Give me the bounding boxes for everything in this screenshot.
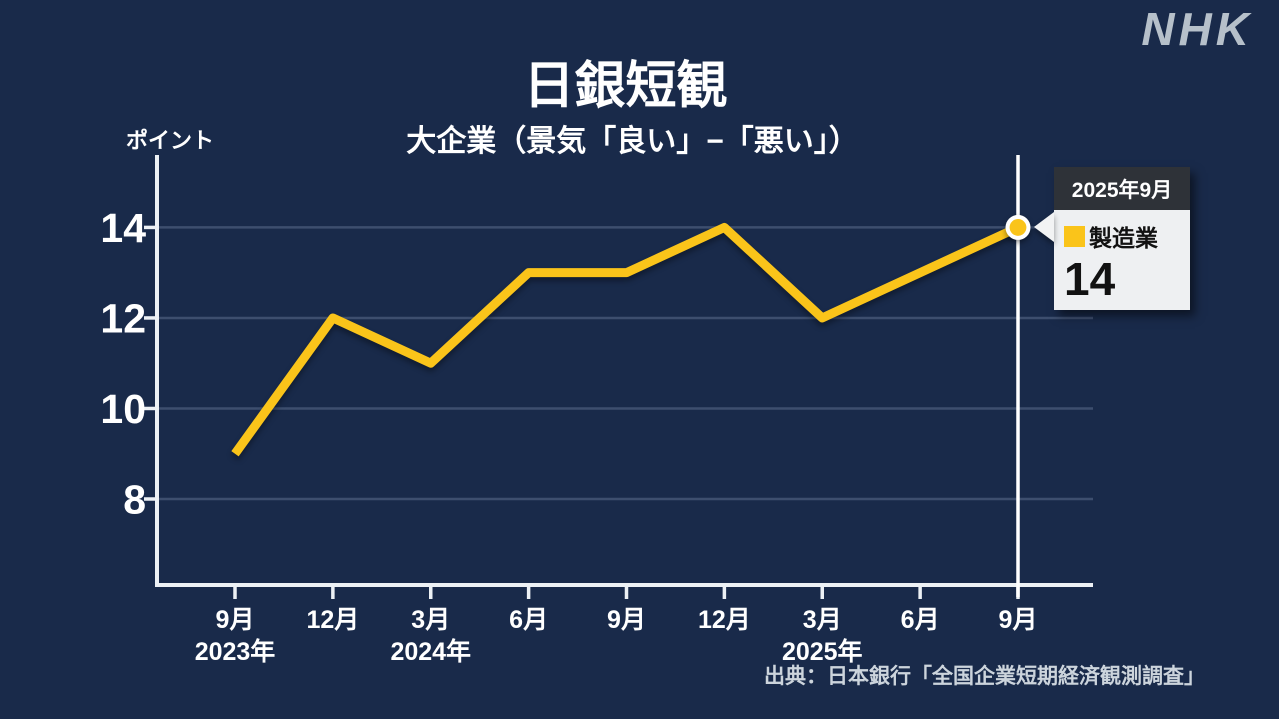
series-name-label: 製造業 (1089, 225, 1158, 251)
x-tick-label: 9月 (999, 606, 1038, 634)
series-color-swatch (1064, 225, 1085, 247)
x-tick-label: 12月 (698, 606, 751, 634)
series-value-label: 14 (1064, 253, 1116, 305)
data-callout: 2025年9月 製造業 14 (1034, 167, 1190, 310)
x-tick-label: 3月 (803, 606, 842, 634)
callout-date-label: 2025年9月 (1054, 167, 1190, 210)
nhk-logo: NHK (1141, 3, 1253, 55)
x-tick-label: 6月 (901, 606, 940, 634)
y-tick-label: 14 (100, 205, 146, 251)
x-tick-label: 9月 (607, 606, 646, 634)
y-tick-label: 8 (123, 477, 146, 523)
callout-body: 製造業 14 (1054, 210, 1190, 310)
year-label: 2024年 (390, 637, 471, 666)
page-title: 日銀短観 (523, 57, 728, 114)
callout-pointer-arrow (1034, 212, 1054, 242)
y-tick-label: 12 (100, 295, 146, 341)
y-tick-label: 10 (100, 386, 146, 432)
series-line (231, 222, 1020, 457)
x-tick-label: 9月 (216, 606, 255, 634)
source-attribution: 出典：日本銀行「全国企業短期経済観測調査」 (764, 665, 1205, 688)
chart-subtitle: 大企業（景気「良い」−「悪い」） (406, 125, 859, 158)
year-label: 2025年 (782, 637, 863, 666)
y-axis-unit-label: ポイント (126, 128, 215, 153)
callout-series-row: 製造業 (1064, 219, 1184, 253)
year-label: 2023年 (195, 637, 276, 666)
x-tick-label: 6月 (509, 606, 548, 634)
x-tick-label: 3月 (411, 606, 450, 634)
x-tick-label: 12月 (306, 606, 359, 634)
data-point-marker (1009, 219, 1027, 236)
